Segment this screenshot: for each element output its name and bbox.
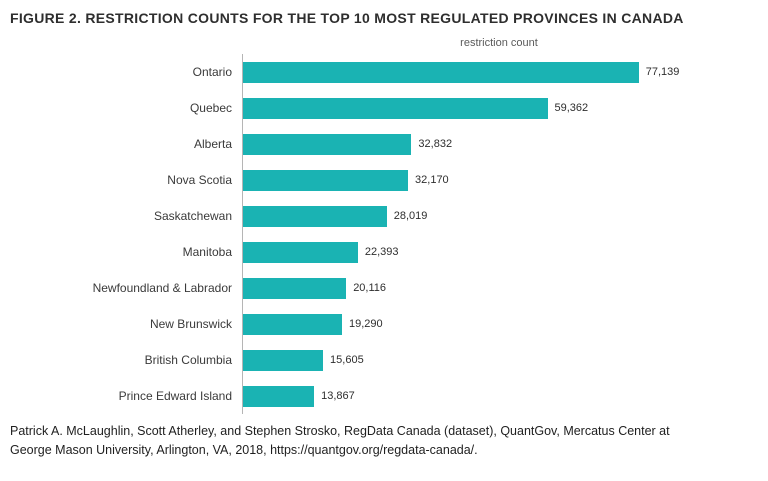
bar-track: 19,290 <box>242 306 756 342</box>
bar-track: 22,393 <box>242 234 756 270</box>
bar-row: Quebec 59,362 <box>12 90 756 126</box>
bar-track: 15,605 <box>242 342 756 378</box>
bar-chart: Ontario 77,139 Quebec 59,362 Alberta 32,832 No… <box>12 54 756 414</box>
value-label: 32,832 <box>418 138 453 150</box>
category-label: Ontario <box>192 65 232 79</box>
value-label: 15,605 <box>330 354 364 366</box>
value-label: 20,116 <box>353 282 387 294</box>
bar-track: 59,362 <box>242 90 756 126</box>
bar-row: Alberta 32,832 <box>12 126 756 162</box>
source-line-2: George Mason University, Arlington, VA, … <box>10 443 478 458</box>
bar <box>243 169 409 191</box>
value-label: 77,139 <box>645 66 680 78</box>
value-label: 28,019 <box>393 210 428 222</box>
bar-row: British Columbia 15,605 <box>12 342 756 378</box>
category-label: Newfoundland & Labrador <box>92 281 232 295</box>
bar-track: 32,832 <box>242 126 756 162</box>
figure-title: FIGURE 2. RESTRICTION COUNTS FOR THE TOP… <box>10 10 684 26</box>
value-label: 22,393 <box>364 246 399 258</box>
value-label: 19,290 <box>348 318 383 330</box>
bar-row: Saskatchewan 28,019 <box>12 198 756 234</box>
category-label: Alberta <box>193 137 232 151</box>
bar <box>243 61 639 83</box>
category-label: New Brunswick <box>149 317 232 331</box>
bar-row: Newfoundland & Labrador 20,116 <box>12 270 756 306</box>
category-label: British Columbia <box>144 353 232 367</box>
bar-track: 28,019 <box>242 198 756 234</box>
bar-track: 20,116 <box>242 270 756 306</box>
x-axis-title: restriction count <box>460 37 538 49</box>
bar <box>243 205 387 227</box>
bar-row: Prince Edward Island 13,867 <box>12 378 756 414</box>
bar <box>243 385 315 407</box>
bar <box>243 313 342 335</box>
value-label: 59,362 <box>554 102 589 114</box>
bar-track: 77,139 <box>242 54 756 90</box>
bar <box>243 349 324 371</box>
bar-rows: Ontario 77,139 Quebec 59,362 Alberta 32,832 No… <box>12 54 756 414</box>
value-label: 13,867 <box>321 390 355 402</box>
bar-track: 32,170 <box>242 162 756 198</box>
source-citation: Patrick A. McLaughlin, Scott Atherley, a… <box>0 414 768 461</box>
bar <box>243 133 412 155</box>
bar <box>243 277 347 299</box>
category-label: Quebec <box>189 101 232 115</box>
bar-track: 13,867 <box>242 378 756 414</box>
source-line-1: Patrick A. McLaughlin, Scott Atherley, a… <box>10 424 670 438</box>
category-label: Manitoba <box>182 245 232 259</box>
axis-title-row: restriction count <box>12 28 756 52</box>
bar <box>243 241 358 263</box>
bar <box>243 97 548 119</box>
category-label: Saskatchewan <box>153 209 232 223</box>
bar-row: Ontario 77,139 <box>12 54 756 90</box>
bar-row: Nova Scotia 32,170 <box>12 162 756 198</box>
bar-row: Manitoba 22,393 <box>12 234 756 270</box>
value-label: 32,170 <box>415 174 449 186</box>
category-label: Nova Scotia <box>167 173 232 187</box>
bar-row: New Brunswick 19,290 <box>12 306 756 342</box>
category-label: Prince Edward Island <box>118 389 232 403</box>
